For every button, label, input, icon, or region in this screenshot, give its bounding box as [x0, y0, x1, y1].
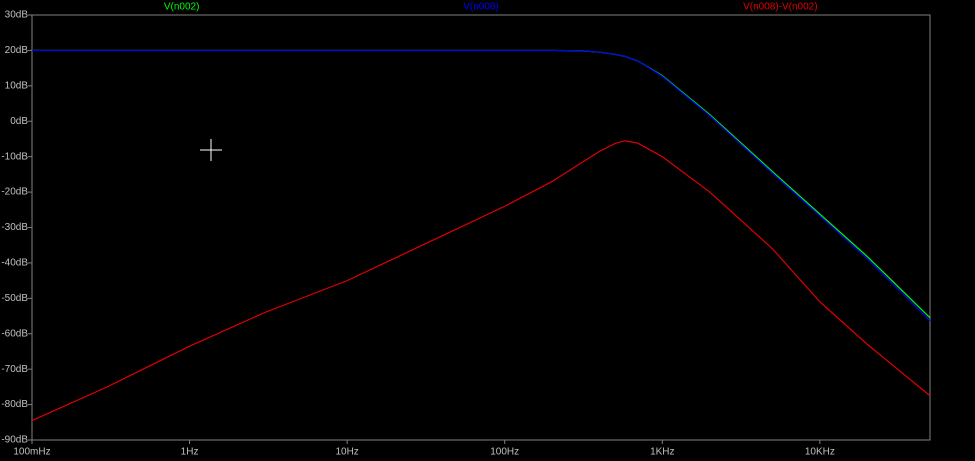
x-tick-label: 10Hz	[335, 447, 358, 458]
legend-label: V(n002)	[164, 2, 200, 13]
x-tick-label: 100mHz	[13, 447, 50, 458]
y-tick-label: -80dB	[1, 399, 28, 410]
x-tick-label: 1Hz	[181, 447, 199, 458]
legend-label: V(n008)	[463, 2, 499, 13]
y-tick-label: 0dB	[10, 116, 28, 127]
y-tick-label: -90dB	[1, 435, 28, 446]
y-tick-label: -60dB	[1, 328, 28, 339]
y-tick-label: -70dB	[1, 364, 28, 375]
y-tick-label: -10dB	[1, 151, 28, 162]
y-tick-label: -20dB	[1, 187, 28, 198]
series-line	[32, 49, 931, 322]
x-tick-label: 10KHz	[805, 447, 835, 458]
y-tick-label: 10dB	[5, 80, 29, 91]
x-tick-label: 1KHz	[650, 447, 674, 458]
cursor	[200, 139, 222, 161]
y-tick-label: 30dB	[5, 10, 29, 21]
y-tick-label: -40dB	[1, 258, 28, 269]
legend-label: V(n008)-V(n002)	[743, 2, 817, 13]
series-line	[31, 140, 931, 422]
y-tick-label: -30dB	[1, 222, 28, 233]
y-tick-label: -50dB	[1, 293, 28, 304]
x-tick-label: 100Hz	[490, 447, 519, 458]
y-tick-label: 20dB	[5, 45, 29, 56]
